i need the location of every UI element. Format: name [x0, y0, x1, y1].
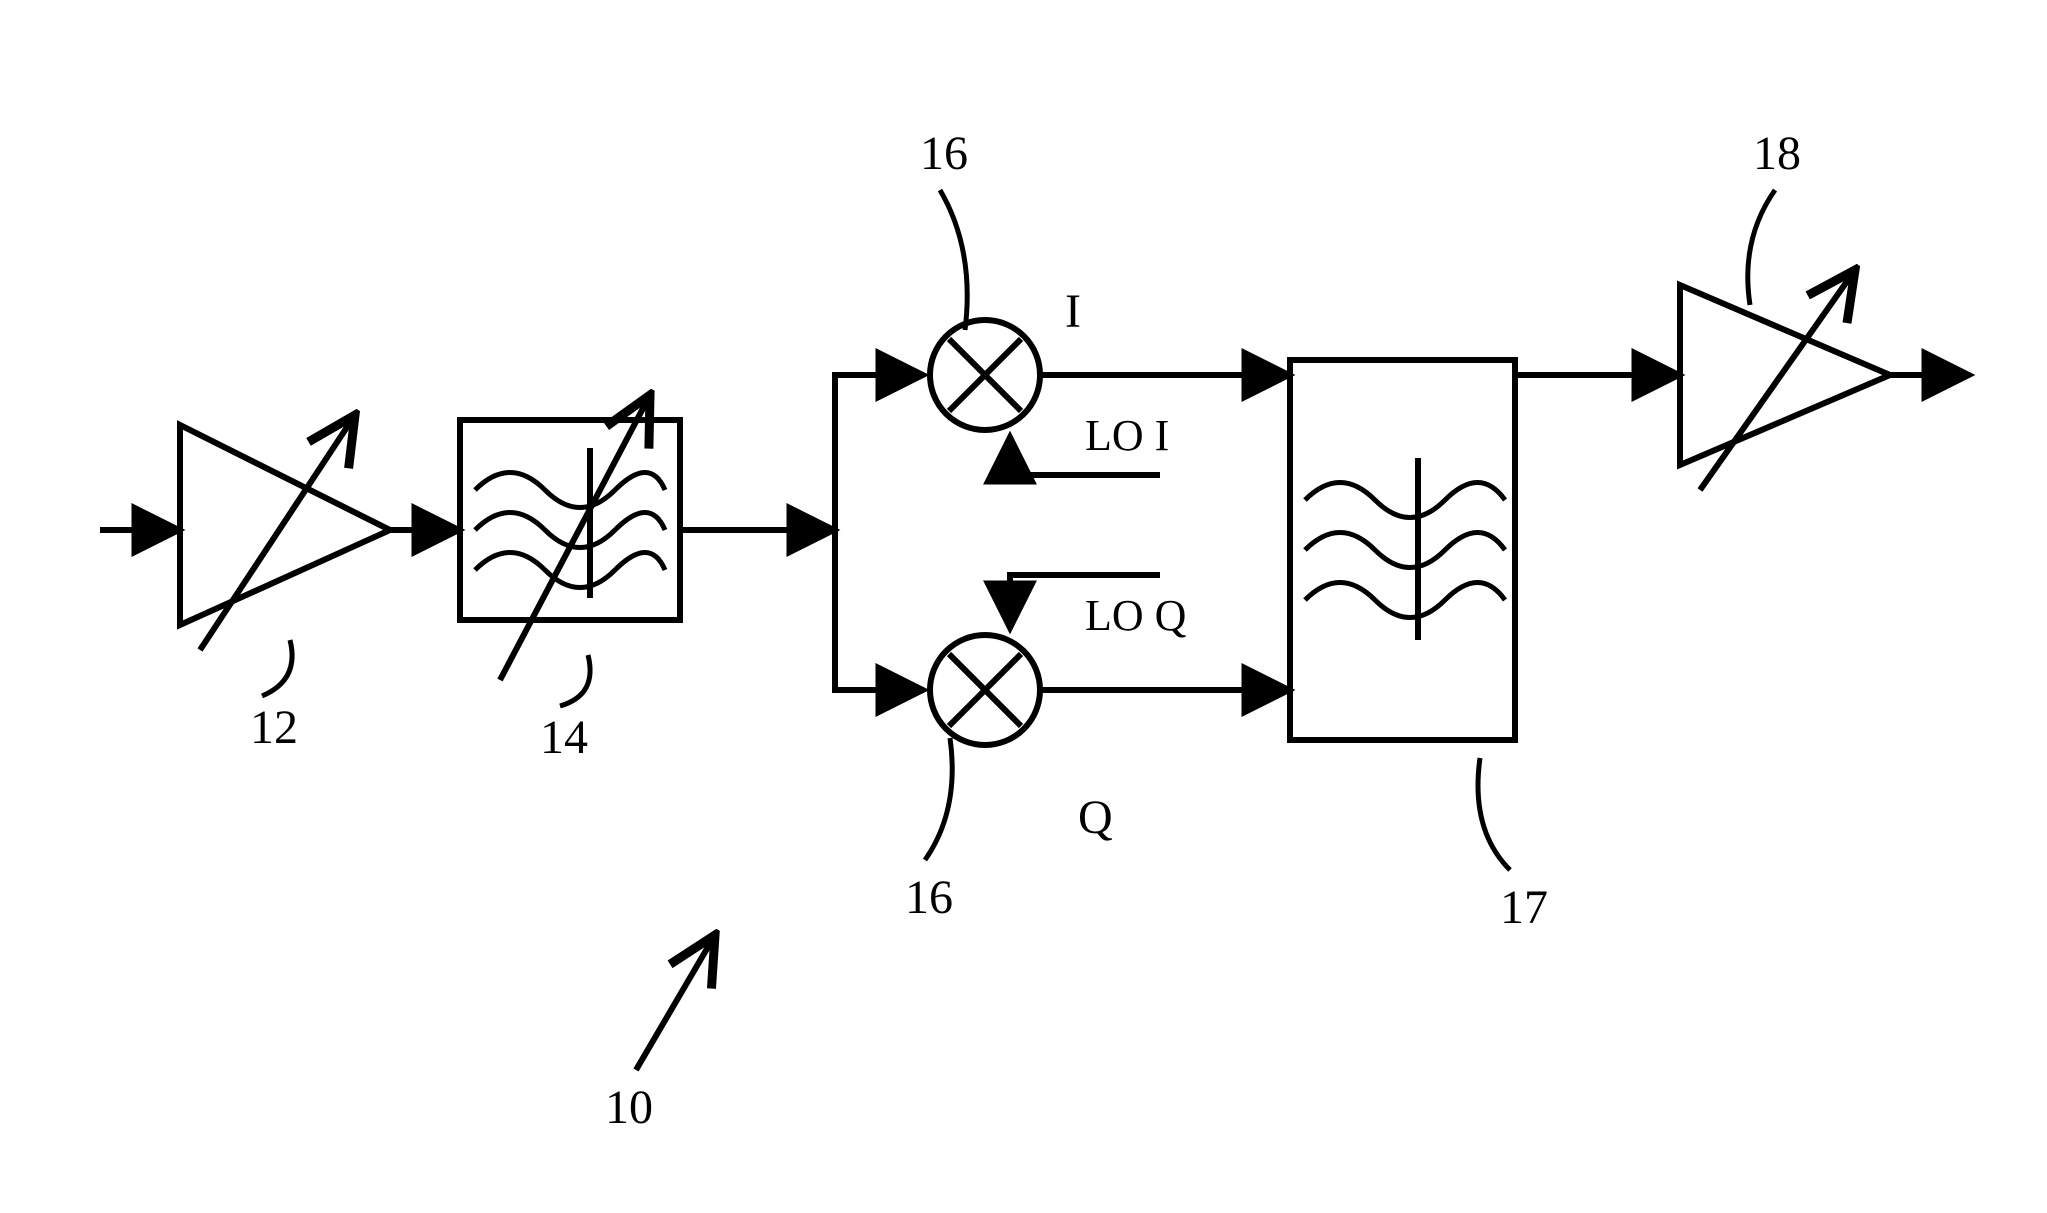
leader-12: [262, 640, 292, 696]
tunable-filter-block: [460, 395, 680, 680]
leader-16-top: [940, 190, 967, 330]
leader-10: [636, 935, 715, 1070]
label-lo-i: LO I: [1085, 410, 1169, 461]
label-mixer-q-bot: 16: [905, 870, 953, 925]
wire-split-to-q: [835, 530, 924, 690]
vga-input-block: [180, 415, 390, 650]
label-mixer-i-top: 16: [920, 126, 968, 181]
label-i-channel: I: [1065, 284, 1081, 339]
label-q-channel: Q: [1078, 790, 1113, 845]
label-filter-out: 17: [1500, 880, 1548, 935]
wire-split-to-i: [835, 375, 924, 530]
leader-16-bot: [925, 738, 952, 860]
leader-17: [1478, 758, 1510, 870]
output-filter-block: [1290, 360, 1515, 740]
label-vga-in: 12: [250, 700, 298, 755]
block-diagram: [0, 0, 2047, 1213]
label-vga-out: 18: [1753, 126, 1801, 181]
vga-output-block: [1680, 270, 1890, 490]
leader-18: [1748, 190, 1775, 305]
label-system-ref: 10: [605, 1080, 653, 1135]
leader-14: [560, 655, 590, 706]
label-lo-q: LO Q: [1085, 590, 1186, 641]
label-tunable-filter: 14: [540, 710, 588, 765]
mixer-q: [930, 635, 1040, 745]
mixer-i: [930, 320, 1040, 430]
